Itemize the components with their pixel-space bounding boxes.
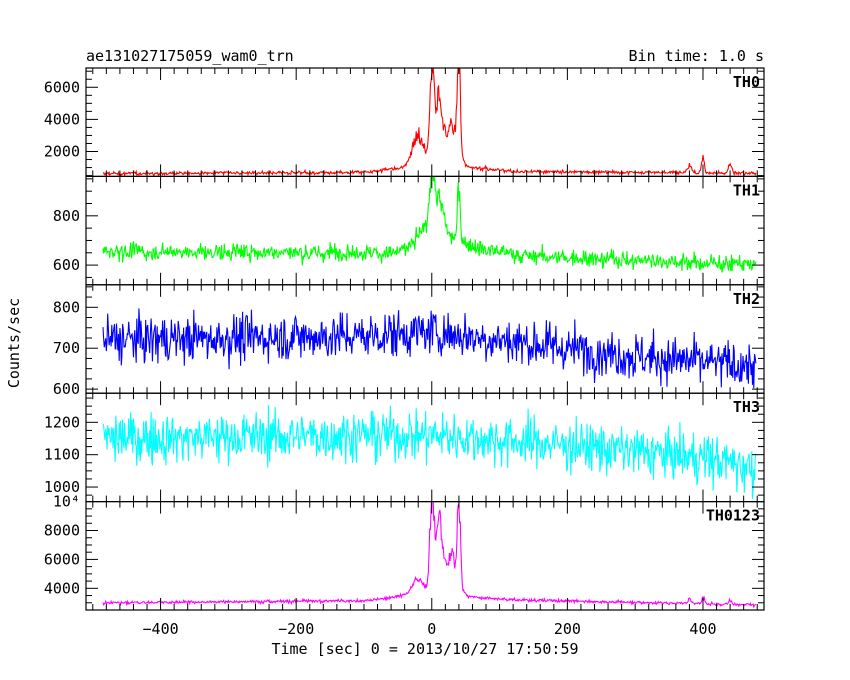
- chart-title: ae131027175059_wam0_trn: [86, 47, 294, 65]
- y-tick-label: 700: [53, 339, 80, 357]
- series-line-th2: [102, 308, 757, 389]
- panel-th0123: 4000 6000 8000 10⁴ TH0123: [44, 493, 765, 611]
- x-tick-label: 400: [689, 620, 716, 638]
- y-tick-label: 800: [53, 207, 80, 225]
- y-tick-label: 1100: [44, 446, 80, 464]
- y-tick-label: 10⁴: [53, 493, 80, 511]
- panel-th2: 600 700 800 TH2: [53, 284, 765, 398]
- y-tick-label: 6000: [44, 550, 80, 568]
- panels: 2000 4000 6000 TH0 600 800 TH1 600 700 800 TH2 1000…: [44, 67, 765, 611]
- x-tick-label: 200: [554, 620, 581, 638]
- y-tick-label: 8000: [44, 522, 80, 540]
- panel-th3: 1000 1100 1200 TH3: [44, 392, 765, 503]
- panel-th0: 2000 4000 6000 TH0: [44, 67, 765, 178]
- x-tick-labels: −400 −200 0 200 400: [143, 620, 717, 638]
- y-tick-label: 800: [53, 298, 80, 316]
- panel-th1: 600 800 TH1: [53, 175, 765, 286]
- series-line-th1: [102, 176, 757, 273]
- x-axis-label: Time [sec] 0 = 2013/10/27 17:50:59: [271, 640, 578, 658]
- series-line-th0: [102, 68, 757, 177]
- panel-frame: [85, 501, 765, 611]
- panel-label: TH2: [733, 290, 760, 308]
- panel-frame: [85, 175, 765, 286]
- x-tick-label: 0: [427, 620, 436, 638]
- y-tick-label: 1200: [44, 413, 80, 431]
- y-tick-label: 4000: [44, 110, 80, 128]
- panel-label: TH3: [733, 398, 760, 416]
- y-tick-label: 1000: [44, 478, 80, 496]
- y-tick-label: 2000: [44, 143, 80, 161]
- panel-frame: [85, 67, 765, 178]
- chart-subtitle: Bin time: 1.0 s: [629, 47, 764, 65]
- panel-label: TH1: [733, 181, 760, 199]
- series-line-th3: [102, 405, 757, 499]
- x-tick-label: −400: [143, 620, 179, 638]
- y-tick-label: 600: [53, 380, 80, 398]
- panel-label: TH0123: [706, 507, 760, 525]
- y-tick-label: 4000: [44, 579, 80, 597]
- y-tick-label: 6000: [44, 78, 80, 96]
- y-axis-label: Counts/sec: [5, 298, 23, 388]
- series-line-th0123: [102, 501, 757, 609]
- x-tick-label: −200: [278, 620, 314, 638]
- panel-label: TH0: [733, 73, 760, 91]
- y-tick-label: 600: [53, 256, 80, 274]
